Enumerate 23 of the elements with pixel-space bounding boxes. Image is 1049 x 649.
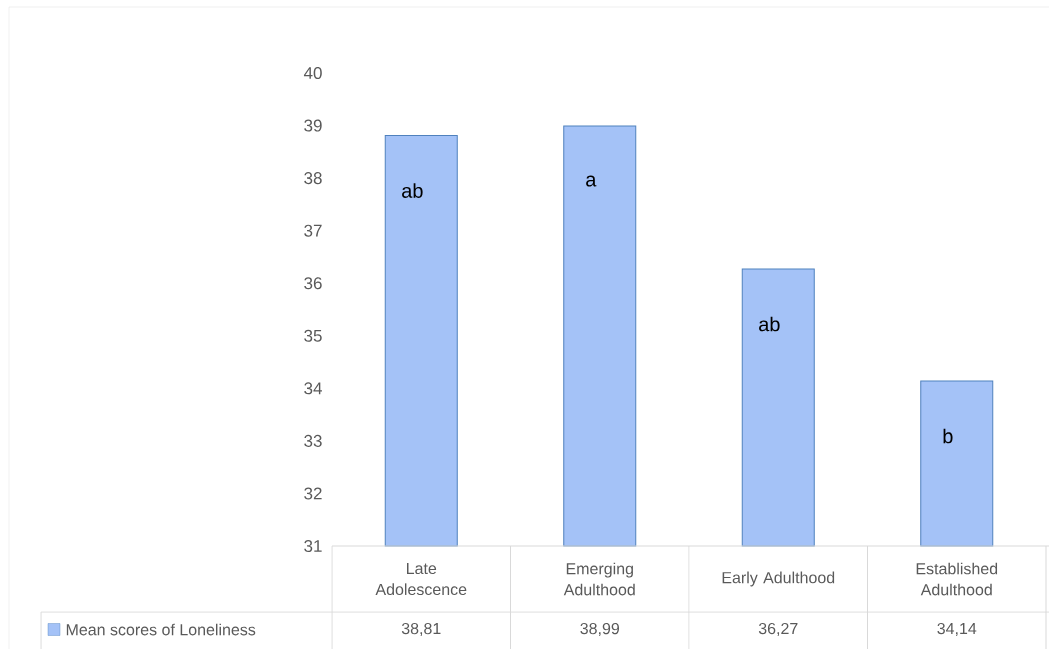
annotation: ab [759,316,780,332]
y-tick-label: 40 [303,66,322,80]
annotation: a [586,175,597,187]
y-tick-label: 35 [304,329,322,342]
y-tick-label: 31 [304,539,322,553]
x-tick-label: Emerging Adulthood [563,562,635,596]
y-tick-label: 37 [304,224,322,237]
y-tick-label: 32 [304,487,322,500]
legend-label: Mean scores of Loneliness [66,623,256,636]
x-tick-label: Established Adulthood [916,562,998,596]
annotation: ab [402,183,423,198]
data-label: 34,14 [937,622,977,637]
y-tick-label: 33 [304,434,322,447]
data-label: 36,27 [758,622,798,637]
y-tick-label: 38 [304,172,322,185]
annotation: b [943,428,953,444]
y-tick-label: 34 [304,382,322,395]
y-tick-label: 36 [304,277,322,290]
x-tick-label: Late Adolescence [375,562,467,596]
x-tick-label: Early Adulthood [722,571,835,587]
data-label: 38,99 [580,622,620,637]
y-tick-label: 39 [304,119,322,132]
data-label: 38,81 [401,622,441,637]
